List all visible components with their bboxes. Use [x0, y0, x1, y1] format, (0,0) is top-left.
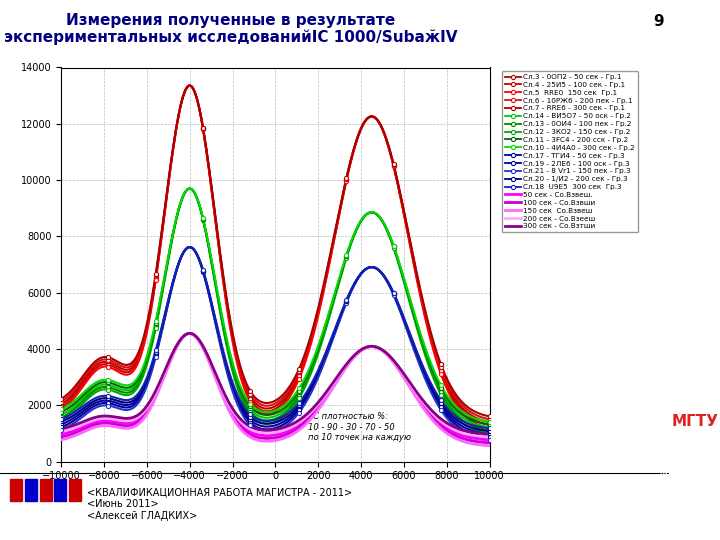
- Text: экспериментальных исследованийIC 1000/SubaӂIV: экспериментальных исследованийIC 1000/Su…: [4, 30, 457, 45]
- Bar: [40, 479, 52, 501]
- Text: им. Н.Э. Баумана: им. Н.Э. Баумана: [660, 471, 720, 480]
- Bar: [54, 479, 66, 501]
- Text: МГТУ: МГТУ: [671, 414, 719, 429]
- Text: Измерения полученные в результате: Измерения полученные в результате: [66, 14, 395, 29]
- Bar: [69, 479, 81, 501]
- Bar: [10, 479, 22, 501]
- Bar: [24, 479, 37, 501]
- Text: <КВАЛИФИКАЦИОННАЯ РАБОТА МАГИСТРА - 2011>
<Июнь 2011>
<Алексей ГЛАДКИХ>: <КВАЛИФИКАЦИОННАЯ РАБОТА МАГИСТРА - 2011…: [87, 487, 352, 521]
- Text: 9: 9: [654, 14, 664, 29]
- Text: ТС плотностью %:
10 - 90 - 30 - 70 - 50
по 10 точек на каждую: ТС плотностью %: 10 - 90 - 30 - 70 - 50 …: [307, 412, 410, 442]
- Legend: Сл.3 - 0ОП2 - 50 сек - Гр.1, Сл.4 - 25И5 - 100 сек - Гр.1, Сл.5  RRE0  150 сек  : Сл.3 - 0ОП2 - 50 сек - Гр.1, Сл.4 - 25И5…: [502, 71, 638, 232]
